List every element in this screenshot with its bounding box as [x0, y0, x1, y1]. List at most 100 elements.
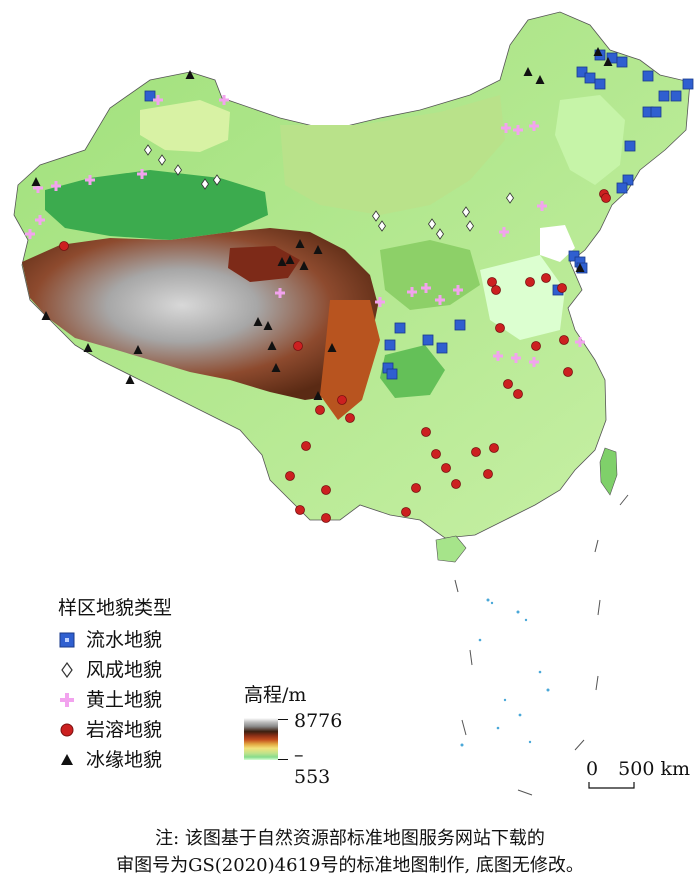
fluvial-marker	[384, 339, 396, 351]
northeast-plain	[555, 95, 625, 185]
legend-label-fluvial: 流水地貌	[86, 629, 163, 651]
qaidam-basin	[228, 246, 300, 282]
periglacial-marker	[31, 177, 41, 186]
junggar-basin	[140, 100, 230, 152]
karst-marker	[337, 395, 347, 405]
fluvial-marker	[616, 56, 628, 68]
karst-marker	[285, 471, 295, 481]
loess-marker	[25, 229, 35, 239]
scale-bar-zero: 0	[586, 758, 599, 780]
karst-marker	[411, 483, 421, 493]
loess-marker	[575, 337, 585, 347]
loess-marker	[435, 295, 445, 305]
hainan-island	[435, 535, 467, 563]
legend-label-aeolian: 风成地貌	[86, 659, 163, 681]
karst-marker	[59, 241, 69, 251]
aeolian-marker	[466, 220, 474, 232]
periglacial-marker	[603, 57, 613, 66]
aeolian-marker	[378, 220, 386, 232]
pink-cross-icon	[60, 693, 74, 707]
karst-marker	[441, 463, 451, 473]
hengduan-mountains	[320, 300, 380, 420]
karst-marker	[557, 283, 567, 293]
fluvial-marker	[642, 70, 654, 82]
elevation-legend: 高程/m 8776 –553	[244, 680, 342, 788]
legend-item-loess: 黄土地貌	[58, 685, 172, 715]
legend-item-karst: 岩溶地貌	[58, 715, 172, 745]
legend-label-loess: 黄土地貌	[86, 689, 163, 711]
periglacial-marker	[267, 341, 277, 350]
loess-marker	[537, 201, 547, 211]
loess-marker	[421, 283, 431, 293]
fluvial-marker	[624, 140, 636, 152]
fluvial-marker	[594, 78, 606, 90]
loess-marker	[375, 297, 385, 307]
fluvial-marker	[144, 90, 156, 102]
legend-item-fluvial: 流水地貌	[58, 625, 172, 655]
fluvial-marker	[422, 334, 434, 346]
karst-marker	[301, 441, 311, 451]
karst-marker	[321, 485, 331, 495]
fluvial-marker	[622, 174, 634, 186]
legend-label-karst: 岩溶地貌	[86, 719, 163, 741]
scale-bar-line	[588, 782, 635, 789]
aeolian-marker	[462, 206, 470, 218]
fluvial-marker	[658, 90, 670, 102]
legend-item-aeolian: 风成地貌	[58, 655, 172, 685]
karst-marker	[293, 341, 303, 351]
periglacial-marker	[535, 75, 545, 84]
karst-marker	[563, 367, 573, 377]
karst-marker	[471, 447, 481, 457]
elevation-tick-min	[278, 759, 288, 760]
periglacial-marker	[327, 343, 337, 352]
loess-marker	[137, 169, 147, 179]
loess-marker	[407, 287, 417, 297]
aeolian-marker	[506, 192, 514, 204]
fluvial-marker	[576, 66, 588, 78]
loess-marker	[511, 353, 521, 363]
periglacial-marker	[271, 363, 281, 372]
karst-marker	[531, 341, 541, 351]
periglacial-marker	[263, 321, 273, 330]
loess-marker	[35, 215, 45, 225]
periglacial-marker	[253, 317, 263, 326]
periglacial-marker	[125, 375, 135, 384]
fluvial-marker	[386, 368, 398, 380]
karst-marker	[525, 277, 535, 287]
elevation-color-bar	[244, 718, 278, 760]
fluvial-marker	[394, 322, 406, 334]
taiwan-island	[599, 447, 618, 496]
periglacial-marker	[313, 391, 323, 400]
loess-marker	[499, 227, 509, 237]
loess-marker	[529, 121, 539, 131]
fluvial-marker	[584, 72, 596, 84]
loess-marker	[33, 183, 43, 193]
sichuan-basin	[380, 345, 445, 398]
karst-marker	[489, 443, 499, 453]
map-note: 注: 该图基于自然资源部标准地图服务网站下载的 审图号为GS(2020)4619…	[0, 825, 700, 879]
elevation-min-label: –553	[294, 744, 331, 788]
periglacial-marker	[523, 67, 533, 76]
karst-marker	[321, 513, 331, 523]
fluvial-marker	[568, 250, 580, 262]
karst-marker	[315, 405, 325, 415]
loess-marker	[275, 288, 285, 298]
loess-marker	[501, 123, 511, 133]
periglacial-marker	[299, 261, 309, 270]
loess-marker	[513, 125, 523, 135]
fluvial-marker	[454, 319, 466, 331]
red-circle-icon	[60, 723, 74, 737]
blue-square-icon	[59, 632, 75, 648]
karst-marker	[541, 273, 551, 283]
fluvial-marker	[616, 182, 628, 194]
legend-label-periglacial: 冰缘地貌	[86, 749, 163, 771]
periglacial-marker	[593, 47, 603, 56]
south-china-sea-islands	[460, 598, 550, 747]
loess-marker	[51, 181, 61, 191]
loess-marker	[85, 175, 95, 185]
fluvial-marker	[436, 342, 448, 354]
loess-marker	[493, 351, 503, 361]
map-note-line1: 注: 该图基于自然资源部标准地图服务网站下载的	[155, 828, 545, 849]
loess-plateau	[380, 240, 480, 310]
